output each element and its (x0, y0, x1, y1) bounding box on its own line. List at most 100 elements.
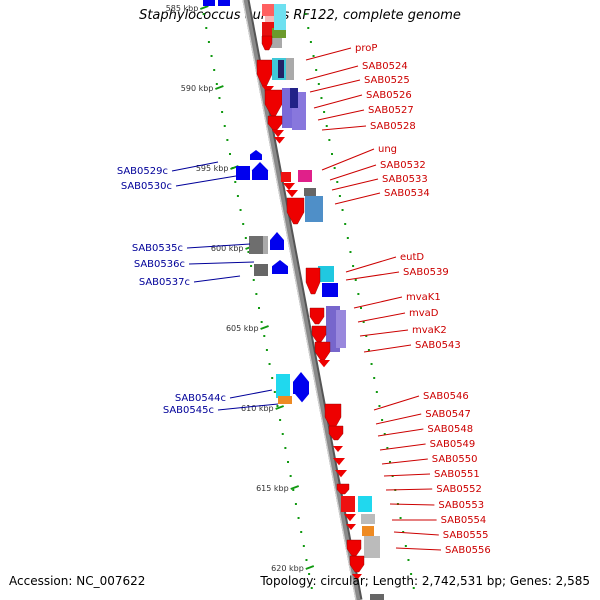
outer-dot (360, 307, 363, 309)
reverse-gene-label: SAB0536c (134, 259, 185, 270)
outer-dot (373, 377, 376, 379)
ruler-dot (229, 153, 232, 155)
ruler-dot (207, 41, 210, 43)
gene-arrow (262, 86, 274, 94)
gene-feature (236, 166, 250, 180)
forward-gene-label: SAB0525 (364, 75, 410, 86)
forward-gene-label: SAB0528 (370, 121, 416, 132)
gene-arrow (286, 197, 305, 225)
forward-gene-leader (379, 443, 426, 451)
genome-summary: Topology: circular; Length: 2,742,531 bp… (260, 574, 590, 588)
ruler-tick (215, 85, 224, 90)
forward-gene-label: SAB0539 (403, 267, 449, 278)
outer-dot (323, 111, 326, 113)
gene-feature (278, 60, 284, 78)
forward-gene-label: eutD (400, 252, 424, 263)
ruler-dot (289, 475, 292, 477)
forward-gene-leader (331, 178, 379, 191)
outer-dot (304, 13, 307, 15)
forward-gene-label: SAB0524 (362, 61, 408, 72)
gene-feature (298, 170, 312, 182)
gene-arrow (272, 130, 284, 138)
reverse-gene-label: SAB0535c (132, 243, 183, 254)
ruler-dot (247, 251, 250, 253)
gene-arrow (309, 307, 325, 325)
reverse-gene-leader (171, 161, 219, 172)
ruler-dot (268, 363, 271, 365)
gene-arrow (328, 425, 344, 441)
ruler-dot (305, 559, 308, 561)
accession-label: Accession: NC_007622 (9, 574, 146, 588)
forward-gene-leader (357, 312, 406, 323)
genome-title: Staphylococcus aureus RF122, complete ge… (139, 8, 461, 23)
ruler-dot (279, 419, 282, 421)
forward-gene-label: SAB0532 (380, 160, 426, 171)
gene-feature (318, 266, 334, 282)
reverse-gene-label: SAB0529c (117, 166, 168, 177)
outer-dot (341, 209, 344, 211)
outer-dot (349, 251, 352, 253)
ruler-tick-label: 620 kbp (271, 564, 304, 573)
forward-gene-leader (345, 271, 400, 281)
gene-arrow (335, 470, 347, 478)
outer-dot (386, 447, 389, 449)
gene-feature (361, 514, 375, 524)
ruler-dot (260, 321, 263, 323)
forward-gene-label: SAB0550 (432, 454, 478, 465)
forward-gene-leader (385, 488, 433, 491)
reverse-gene-leader (217, 403, 279, 411)
forward-gene-label: SAB0551 (434, 469, 480, 480)
outer-dot (331, 153, 334, 155)
gene-arrow (318, 360, 330, 368)
outer-dot (412, 587, 415, 589)
gene-feature (305, 196, 323, 222)
ruler-dot (234, 181, 237, 183)
ruler-dot (310, 587, 313, 589)
forward-gene-label: SAB0556 (445, 545, 491, 556)
outer-dot (370, 363, 373, 365)
ruler-dot (210, 55, 213, 57)
ruler-tick (305, 565, 315, 570)
gene-arrow (346, 524, 356, 530)
gene-arrow-reverse (293, 372, 309, 394)
gene-feature (341, 496, 355, 512)
ruler-tick (275, 405, 285, 410)
gene-feature (262, 22, 275, 36)
forward-gene-leader (345, 256, 397, 273)
forward-gene-leader (309, 79, 361, 93)
outer-dot (407, 559, 410, 561)
forward-gene-leader (389, 503, 435, 506)
ruler-dot (281, 433, 284, 435)
gene-feature (358, 496, 372, 512)
outer-dot (404, 545, 407, 547)
genome-backbone-highlight (242, 0, 357, 600)
gene-feature (281, 172, 291, 182)
gene-feature (268, 38, 282, 48)
outer-dot (328, 139, 331, 141)
forward-gene-label: SAB0546 (423, 391, 469, 402)
gene-arrow (344, 514, 356, 522)
outer-dot (378, 405, 381, 407)
ruler-dot (244, 237, 247, 239)
forward-gene-label: SAB0543 (415, 340, 461, 351)
ruler-tick-label: 595 kbp (196, 164, 229, 173)
ruler-dot (252, 279, 255, 281)
forward-gene-leader (317, 109, 365, 121)
gene-feature (364, 536, 380, 558)
gene-feature (276, 374, 290, 398)
forward-gene-leader (377, 428, 424, 437)
outer-dot (410, 573, 413, 575)
gene-arrow-reverse (272, 260, 288, 274)
forward-gene-leader (381, 458, 428, 465)
gene-feature (286, 58, 294, 80)
outer-dot (309, 41, 312, 43)
gene-feature (290, 88, 298, 108)
forward-gene-leader (334, 192, 381, 205)
reverse-gene-leader (188, 261, 255, 265)
gene-arrow (311, 325, 327, 343)
forward-gene-label: SAB0549 (430, 439, 476, 450)
outer-dot (357, 293, 360, 295)
ruler-dot (284, 447, 287, 449)
ruler-dot (300, 531, 303, 533)
